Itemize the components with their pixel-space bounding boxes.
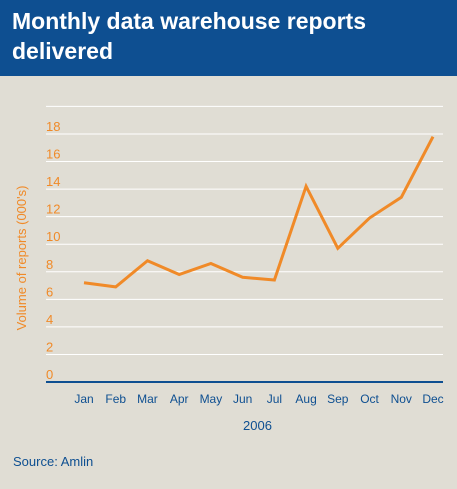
- y-tick-label: 6: [46, 284, 53, 299]
- x-tick-label: Feb: [105, 392, 126, 406]
- y-tick-label: 18: [46, 119, 60, 134]
- y-tick-label: 4: [46, 312, 53, 327]
- x-tick-labels: Jan Feb Mar Apr May Jun Jul Aug Sep Oct Nov Dec: [74, 392, 443, 406]
- y-tick-label: 8: [46, 257, 53, 272]
- x-tick-label: Dec: [422, 392, 443, 406]
- y-tick-label: 10: [46, 229, 60, 244]
- chart-title: Monthly data warehouse reports delivered: [12, 8, 367, 64]
- y-tick-label: 12: [46, 202, 60, 217]
- x-tick-label: Nov: [391, 392, 412, 406]
- y-tick-label: 0: [46, 367, 53, 382]
- y-tick-label: 14: [46, 174, 60, 189]
- x-tick-label: May: [200, 392, 223, 406]
- x-tick-label: Aug: [295, 392, 316, 406]
- x-tick-label: Mar: [137, 392, 158, 406]
- chart-header: Monthly data warehouse reports delivered: [0, 0, 457, 76]
- y-tick-label: 2: [46, 339, 53, 354]
- x-tick-label: Jul: [267, 392, 282, 406]
- y-axis-label: Volume of reports (000's): [14, 186, 29, 331]
- x-tick-label: Sep: [327, 392, 349, 406]
- x-tick-label: Apr: [170, 392, 189, 406]
- y-tick-labels: 0 2 4 6 8 10 12 14 16 18: [46, 119, 60, 382]
- series-line: [83, 136, 435, 289]
- source-note: Source: Amlin: [13, 454, 94, 469]
- gridlines: [46, 105, 443, 355]
- x-tick-label: Jan: [74, 392, 93, 406]
- y-tick-label: 16: [46, 147, 60, 162]
- x-tick-label: Jun: [233, 392, 252, 406]
- x-tick-label: Oct: [360, 392, 379, 406]
- x-axis-label: 2006: [243, 418, 272, 433]
